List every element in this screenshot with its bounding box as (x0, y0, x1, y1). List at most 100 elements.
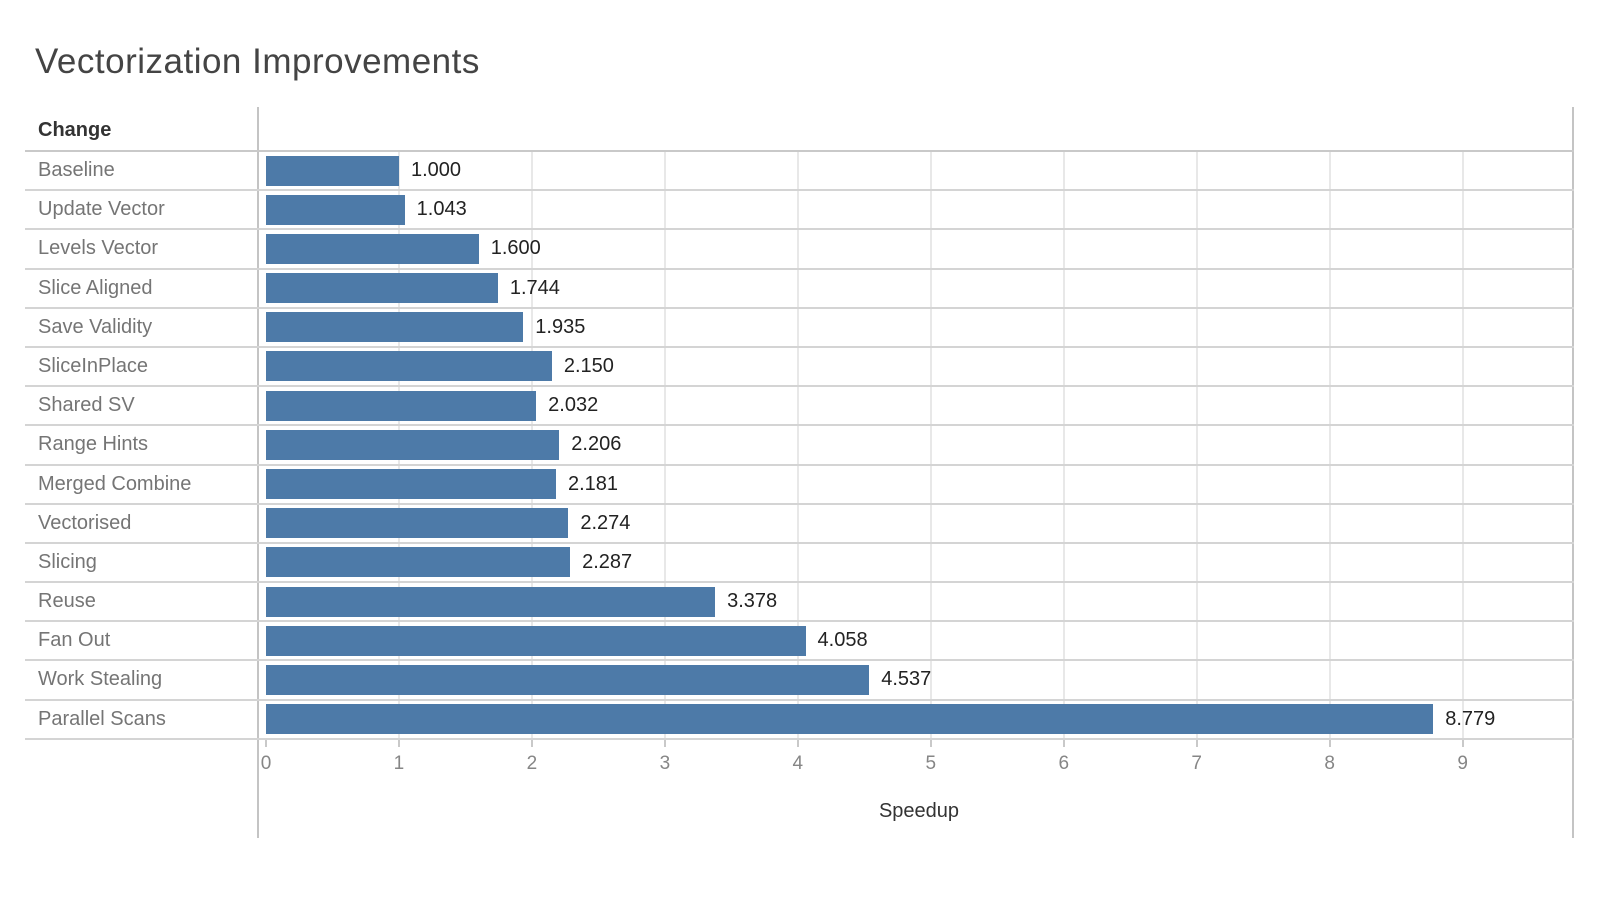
bar-area: 2.274 (266, 505, 1573, 542)
value-label: 2.206 (571, 433, 622, 456)
bar[interactable] (266, 625, 806, 656)
tick-mark (1461, 740, 1464, 747)
table-row: Slice Aligned 1.744 (25, 270, 1574, 309)
row-label[interactable]: Merged Combine (38, 472, 192, 495)
table-row: Baseline 1.000 (25, 152, 1574, 192)
tick-label: 4 (792, 753, 804, 774)
bar-area: 8.779 (266, 701, 1573, 738)
tick-mark (1062, 740, 1065, 747)
row-label[interactable]: SliceInPlace (38, 354, 149, 377)
value-label: 4.537 (881, 668, 932, 691)
row-label[interactable]: Baseline (38, 159, 115, 181)
x-axis-title: Speedup (878, 800, 960, 822)
table-row: Vectorised 2.274 (25, 505, 1574, 544)
bar-area: 2.287 (266, 544, 1573, 581)
tick-mark (530, 740, 533, 747)
value-label: 8.779 (1445, 707, 1496, 730)
bar[interactable] (266, 194, 405, 225)
bar[interactable] (266, 429, 560, 460)
tick-label: 5 (925, 753, 937, 774)
tick-mark (796, 740, 799, 747)
row-label[interactable]: Fan Out (38, 629, 111, 652)
value-label: 2.032 (548, 394, 599, 417)
bar-area: 1.744 (266, 270, 1573, 307)
row-label[interactable]: Update Vector (38, 198, 165, 221)
tick-label: 2 (526, 753, 538, 774)
tick-label: 9 (1457, 753, 1468, 774)
tick-mark (929, 740, 932, 747)
tick-label: 8 (1324, 753, 1335, 774)
value-label: 3.378 (727, 590, 778, 613)
bar-area: 4.537 (266, 661, 1573, 698)
table-row: Update Vector 1.043 (25, 191, 1574, 231)
row-label[interactable]: Parallel Scans (38, 707, 166, 730)
bar-area: 2.206 (266, 426, 1573, 463)
bar[interactable] (266, 508, 569, 539)
bar-rows: Baseline 1.000 Update Vector 1.043 Level… (25, 152, 1574, 740)
tick-label: 0 (260, 753, 272, 774)
bar[interactable] (266, 664, 870, 695)
row-label[interactable]: Shared SV (38, 394, 135, 417)
value-label: 1.744 (509, 276, 560, 299)
row-label[interactable]: Vectorised (38, 511, 132, 534)
table-row: Save Validity 1.935 (25, 309, 1574, 348)
table-row: Range Hints 2.206 (25, 426, 1574, 466)
table-row: Parallel Scans 8.779 (25, 701, 1574, 740)
table-row: SliceInPlace 2.150 (25, 348, 1574, 388)
bar-area: 3.378 (266, 583, 1573, 620)
bar[interactable] (266, 233, 479, 264)
tick-label: 3 (659, 753, 671, 774)
bar[interactable] (266, 586, 716, 617)
value-label: 1.600 (490, 237, 541, 260)
bar[interactable] (266, 312, 524, 343)
tick-mark (397, 740, 400, 747)
row-label[interactable]: Slicing (38, 550, 97, 573)
value-label: 2.287 (582, 550, 633, 573)
bar[interactable] (266, 390, 537, 421)
x-axis: 0 1 2 3 4 5 6 7 (261, 740, 1573, 800)
tick-label: 6 (1058, 753, 1070, 774)
tick-label: 1 (393, 753, 405, 774)
value-label: 1.000 (410, 159, 462, 181)
row-label[interactable]: Range Hints (38, 433, 149, 456)
bar-area: 1.000 (266, 152, 1573, 189)
row-label[interactable]: Work Stealing (38, 668, 163, 691)
table-row: Reuse 3.378 (25, 583, 1574, 623)
tick-mark (663, 740, 666, 747)
row-label[interactable]: Levels Vector (38, 237, 159, 260)
value-label: 2.274 (580, 511, 631, 534)
value-label: 4.058 (817, 629, 868, 652)
table-row: Levels Vector 1.600 (25, 230, 1574, 270)
tick-mark (1328, 740, 1331, 747)
row-label[interactable]: Slice Aligned (38, 276, 153, 299)
plot-right-border (1572, 107, 1574, 838)
row-label[interactable]: Reuse (38, 590, 96, 613)
bar-area: 1.043 (266, 191, 1573, 228)
bar[interactable] (266, 351, 552, 382)
bar-area: 1.600 (266, 230, 1573, 267)
value-label: 2.150 (563, 354, 614, 377)
table-row: Merged Combine 2.181 (25, 466, 1574, 505)
bar-area: 2.032 (266, 387, 1573, 424)
tick-mark (1195, 740, 1198, 747)
value-label: 2.181 (567, 472, 619, 495)
row-label[interactable]: Save Validity (38, 315, 153, 338)
table-row: Shared SV 2.032 (25, 387, 1574, 427)
bar[interactable] (266, 155, 399, 186)
bar[interactable] (266, 704, 1434, 735)
bar[interactable] (266, 547, 571, 578)
chart-title: Vectorization Improvements (35, 42, 480, 81)
row-header-change: Change (38, 119, 112, 141)
tick-mark (265, 740, 267, 747)
value-label: 1.043 (416, 198, 467, 221)
bar-area: 2.150 (266, 348, 1573, 385)
bar[interactable] (266, 469, 556, 499)
header-separator (25, 150, 1574, 152)
bar-area: 4.058 (266, 622, 1573, 659)
axis-left-line (257, 107, 259, 838)
tick-label: 7 (1191, 753, 1202, 774)
bar-area: 2.181 (266, 466, 1573, 503)
table-row: Work Stealing 4.537 (25, 661, 1574, 701)
bar[interactable] (266, 273, 498, 304)
